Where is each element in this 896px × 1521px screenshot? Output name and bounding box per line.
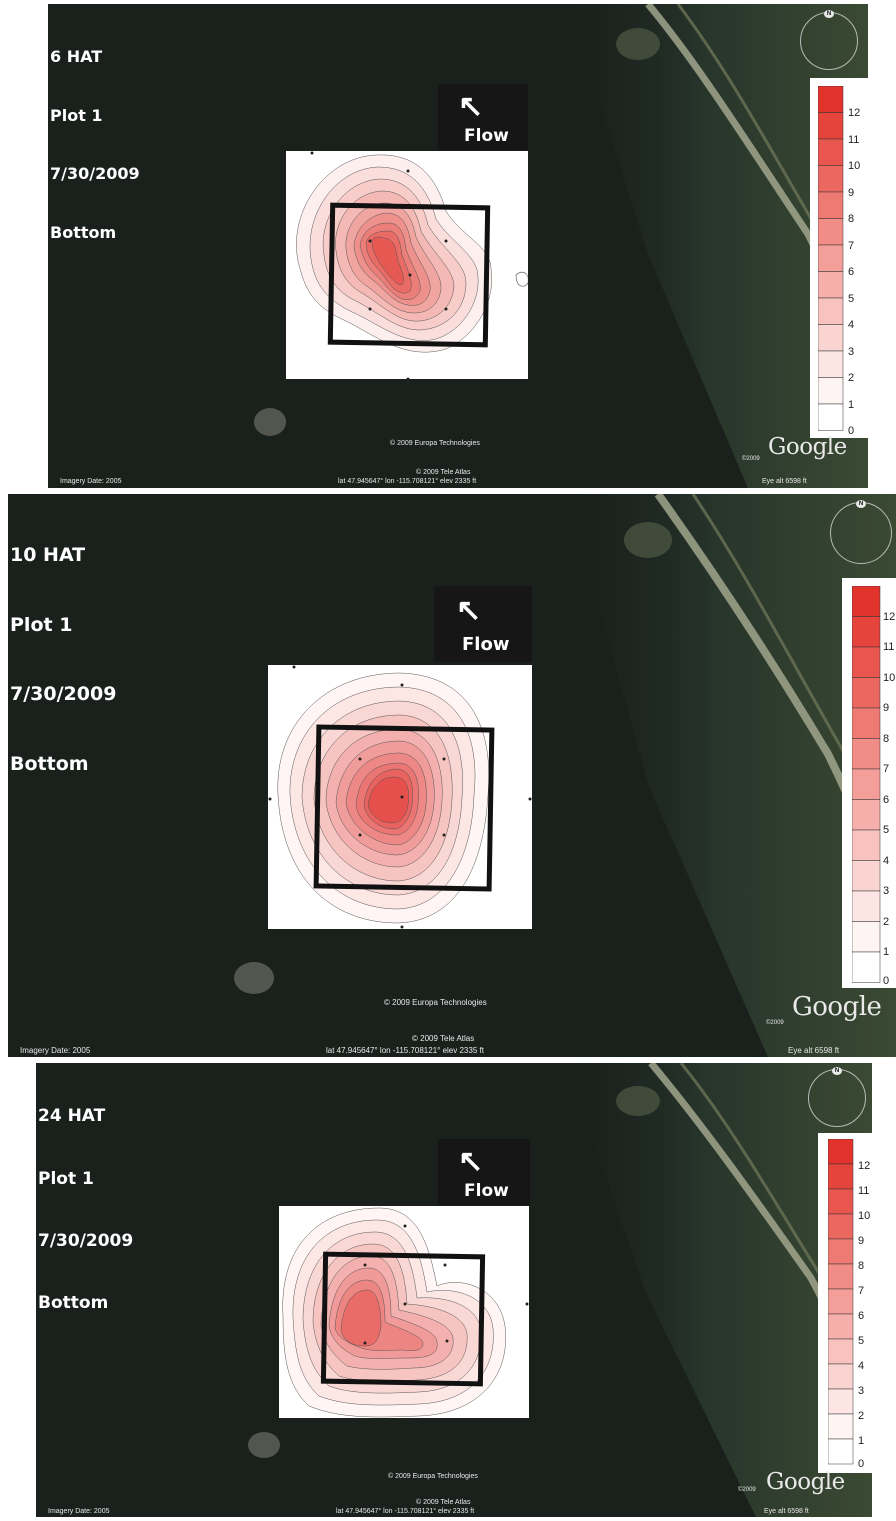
legend-tick: 8	[858, 1260, 865, 1272]
legend-tick: 1	[883, 946, 890, 958]
legend-tick: 2	[848, 372, 855, 384]
coordinates-readout: lat 47.945647° lon -115.708121° elev 233…	[338, 478, 477, 485]
legend-tick: 8	[848, 213, 855, 225]
shoreline-forest	[568, 4, 868, 488]
tele-atlas-credit: © 2009 Tele Atlas	[416, 469, 471, 476]
rock-outcrop	[248, 1432, 280, 1458]
contour-map	[268, 665, 532, 929]
plot-boundary	[313, 724, 495, 892]
legend-tick: 1	[848, 399, 855, 411]
eye-altitude: Eye alt 6598 ft	[762, 478, 807, 485]
google-logo: Google	[792, 992, 882, 1022]
contour-map	[279, 1206, 529, 1418]
coordinates-readout: lat 47.945647° lon -115.708121° elev 233…	[326, 1046, 484, 1055]
legend-tick: 2	[858, 1410, 865, 1422]
flow-direction-label: ↖ Flow	[438, 1139, 530, 1205]
shoreline-forest	[566, 1063, 872, 1517]
flow-text: Flow	[464, 126, 509, 146]
legend-tick: 7	[883, 763, 890, 775]
flow-arrow-icon: ↖	[456, 594, 482, 627]
concentration-legend: 12 11 10 9 8 7 6 5 4 3 2 1 0	[810, 78, 868, 438]
legend-tick: 6	[858, 1310, 865, 1322]
legend-tick: 12	[848, 107, 861, 119]
legend-tick: 6	[848, 266, 855, 278]
legend-tick: 3	[848, 346, 855, 358]
legend-tick: 12	[858, 1160, 871, 1172]
flow-arrow-icon: ↖	[458, 1145, 484, 1178]
legend-tick: 1	[858, 1435, 865, 1447]
map-panel-10hat: N 10 HAT Plot 1 7/30/2009 Bottom ↖ Flow	[8, 494, 896, 1057]
legend-tick: 3	[883, 885, 890, 897]
panel-title: 24 HAT Plot 1 7/30/2009 Bottom	[38, 1106, 134, 1314]
plot-boundary	[320, 1251, 486, 1387]
panel-title: 10 HAT Plot 1 7/30/2009 Bottom	[10, 544, 117, 775]
compass-icon[interactable]: N	[808, 1067, 866, 1127]
flow-direction-label: ↖ Flow	[434, 586, 532, 662]
legend-tick: 9	[883, 702, 890, 714]
legend-tick: 4	[848, 319, 855, 331]
flow-direction-label: ↖ Flow	[438, 84, 528, 150]
shoreline-forest	[568, 494, 896, 1057]
legend-tick: 11	[848, 134, 860, 146]
legend-tick: 3	[858, 1385, 865, 1397]
imagery-date: Imagery Date: 2005	[48, 1508, 110, 1515]
imagery-date: Imagery Date: 2005	[60, 478, 122, 485]
tele-atlas-credit: © 2009 Tele Atlas	[416, 1499, 471, 1506]
copyright-year: ©2009	[742, 456, 760, 462]
legend-tick: 7	[848, 240, 855, 252]
legend-tick: 4	[883, 855, 890, 867]
legend-tick: 5	[883, 824, 890, 836]
legend-tick: 5	[858, 1335, 865, 1347]
legend-tick: 4	[858, 1360, 865, 1372]
contour-map	[286, 151, 528, 379]
google-logo: Google	[768, 434, 847, 460]
legend-tick: 6	[883, 794, 890, 806]
coordinates-readout: lat 47.945647° lon -115.708121° elev 233…	[336, 1508, 475, 1515]
legend-tick: 8	[883, 733, 890, 745]
tele-atlas-credit: © 2009 Tele Atlas	[412, 1034, 475, 1043]
legend-tick: 11	[883, 641, 895, 653]
eye-altitude: Eye alt 6598 ft	[788, 1046, 840, 1055]
eye-altitude: Eye alt 6598 ft	[764, 1508, 809, 1515]
legend-tick: 7	[858, 1285, 865, 1297]
legend-tick: 10	[848, 160, 861, 172]
compass-icon[interactable]: N	[830, 500, 892, 564]
legend-tick: 0	[858, 1458, 865, 1470]
rock-outcrop	[234, 962, 274, 994]
legend-tick: 0	[848, 425, 855, 437]
rock-outcrop	[254, 408, 286, 436]
concentration-legend: 12 11 10 9 8 7 6 5 4 3 2 1 0	[818, 1133, 872, 1473]
google-logo: Google	[766, 1469, 845, 1495]
map-panel-6hat: N 6 HAT Plot 1 7/30/2009 Bottom ↖ Flow	[48, 4, 868, 488]
flow-arrow-icon: ↖	[458, 90, 484, 123]
europa-credit: © 2009 Europa Technologies	[390, 440, 480, 447]
legend-tick: 12	[883, 611, 896, 623]
legend-tick: 11	[858, 1185, 870, 1197]
legend-tick: 9	[858, 1235, 865, 1247]
panel-title: 6 HAT Plot 1 7/30/2009 Bottom	[50, 47, 140, 242]
legend-tick: 10	[858, 1210, 871, 1222]
flow-text: Flow	[464, 1181, 509, 1201]
flow-text: Flow	[462, 634, 510, 655]
europa-credit: © 2009 Europa Technologies	[384, 998, 487, 1007]
map-panel-24hat: N 24 HAT Plot 1 7/30/2009 Bottom ↖ Flow	[36, 1063, 872, 1517]
concentration-legend: 12 11 10 9 8 7 6 5 4 3 2 1 0	[842, 578, 896, 988]
europa-credit: © 2009 Europa Technologies	[388, 1473, 478, 1480]
legend-tick: 2	[883, 916, 890, 928]
copyright-year: ©2009	[766, 1020, 784, 1026]
legend-tick: 9	[848, 187, 855, 199]
copyright-year: ©2009	[738, 1487, 756, 1493]
legend-tick: 10	[883, 672, 896, 684]
compass-icon[interactable]: N	[800, 10, 858, 70]
plot-boundary	[327, 202, 491, 348]
imagery-date: Imagery Date: 2005	[20, 1046, 91, 1055]
legend-tick: 0	[883, 975, 890, 987]
legend-tick: 5	[848, 293, 855, 305]
